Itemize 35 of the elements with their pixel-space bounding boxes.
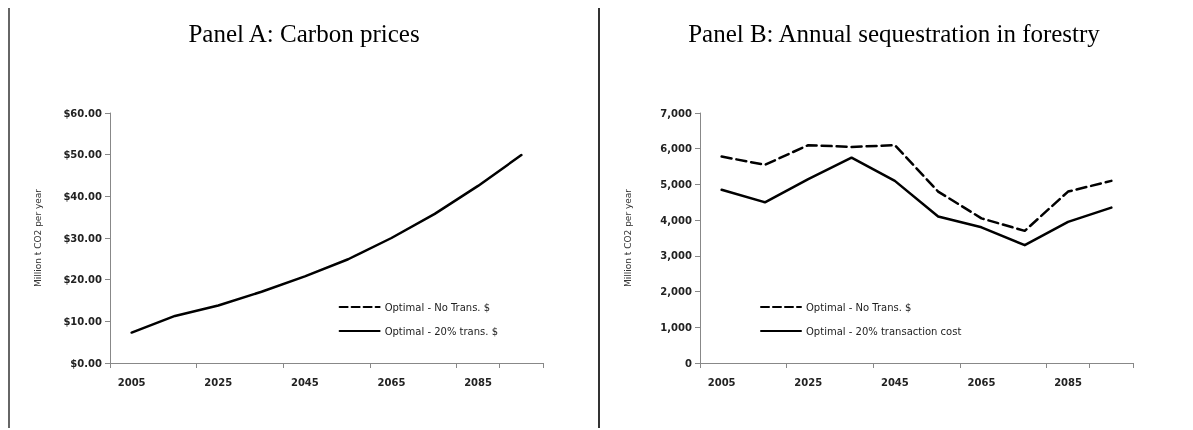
legend-label: Optimal - 20% trans. $ bbox=[384, 325, 499, 337]
chart-title: Panel B: Annual sequestration in forestry bbox=[688, 20, 1101, 47]
x-tick-label: 2045 bbox=[290, 376, 319, 388]
x-tick-label: 2045 bbox=[880, 376, 909, 388]
x-tick-label: 2085 bbox=[1054, 376, 1082, 388]
y-tick-label: 6,000 bbox=[660, 143, 693, 155]
legend-label: Optimal - 20% transaction cost bbox=[806, 325, 962, 337]
y-tick-label: 2,000 bbox=[660, 286, 693, 298]
y-axis-title: Million t CO2 per year bbox=[32, 188, 43, 288]
x-tick-label: 2025 bbox=[204, 376, 233, 388]
x-tick-label: 2065 bbox=[967, 376, 996, 388]
line-series bbox=[720, 143, 1113, 233]
y-tick-label: $40.00 bbox=[63, 190, 103, 202]
y-tick-label: $0.00 bbox=[70, 357, 103, 369]
x-tick-label: 2085 bbox=[464, 376, 492, 388]
y-axis-title: Million t CO2 per year bbox=[622, 188, 633, 288]
line-series bbox=[720, 156, 1113, 247]
legend-label: Optimal - No Trans. $ bbox=[806, 301, 912, 313]
y-tick-label: 4,000 bbox=[660, 214, 693, 226]
y-tick-label: 0 bbox=[685, 357, 693, 369]
chart-title: Panel A: Carbon prices bbox=[188, 20, 420, 47]
y-tick-label: $30.00 bbox=[63, 232, 103, 244]
y-tick-label: $60.00 bbox=[63, 107, 103, 119]
y-tick-label: 1,000 bbox=[660, 321, 693, 333]
x-tick-label: 2025 bbox=[794, 376, 823, 388]
y-tick-label: 3,000 bbox=[660, 250, 693, 262]
x-tick-label: 2005 bbox=[707, 376, 736, 388]
x-tick-label: 2065 bbox=[377, 376, 406, 388]
y-tick-label: 7,000 bbox=[660, 107, 693, 119]
y-tick-label: $20.00 bbox=[63, 274, 103, 286]
x-tick-label: 2005 bbox=[117, 376, 146, 388]
y-tick-label: $50.00 bbox=[63, 149, 103, 161]
y-tick-label: 5,000 bbox=[660, 178, 693, 190]
legend-label: Optimal - No Trans. $ bbox=[384, 301, 491, 313]
y-tick-label: $10.00 bbox=[63, 315, 103, 327]
